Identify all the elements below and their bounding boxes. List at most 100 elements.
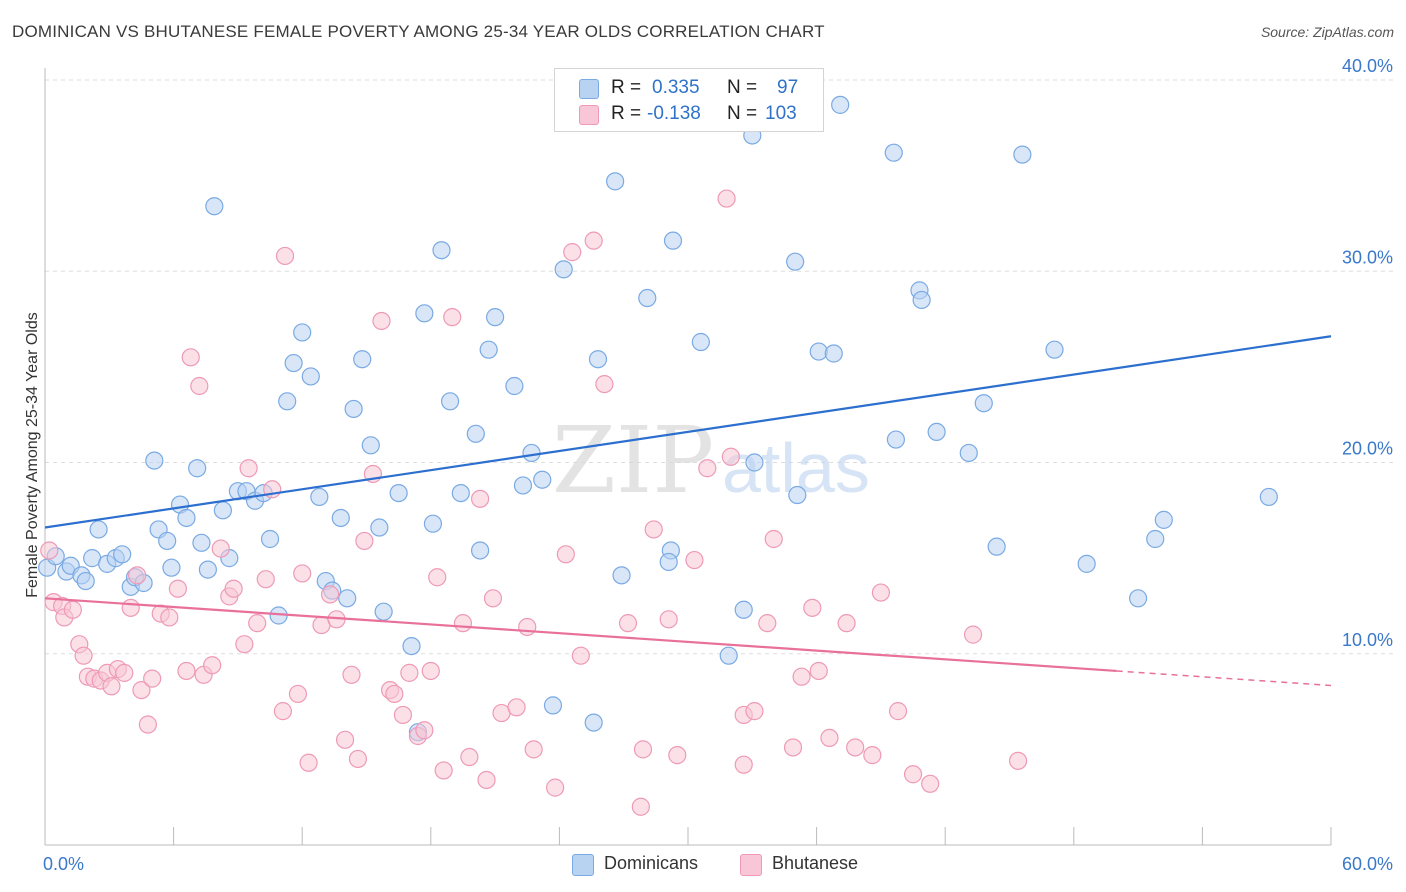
bhutanese-point	[698, 459, 717, 478]
bhutanese-point	[470, 489, 490, 508]
bhutanese-point	[524, 740, 543, 759]
dominicans-point	[505, 376, 524, 396]
dominicans-point	[145, 451, 164, 470]
dominicans-legend-label: Dominicans	[604, 853, 699, 873]
bhutanese-point	[335, 730, 355, 749]
dominicans-point	[479, 340, 498, 359]
dominicans-point	[205, 197, 224, 216]
bhutanese-point	[160, 608, 179, 627]
r-value: -0.138	[647, 103, 701, 124]
bhutanese-point	[571, 646, 590, 665]
legend-row-bhutanese: R = -0.138 N = 103	[555, 101, 823, 127]
dominicans-trend-line	[44, 335, 1332, 529]
bhutanese-point	[421, 661, 440, 681]
dominicans-point	[1259, 487, 1278, 507]
bhutanese-point	[846, 738, 865, 757]
dominicans-point	[1013, 145, 1032, 164]
bhutanese-point	[903, 765, 923, 784]
bhutanese-point	[74, 646, 93, 665]
bhutanese-legend-label: Bhutanese	[772, 853, 859, 873]
dominicans-point	[389, 484, 408, 503]
dominicans-point	[260, 529, 280, 549]
bhutanese-point	[584, 231, 603, 250]
dominicans-point	[554, 260, 573, 279]
bhutanese-point	[355, 531, 374, 551]
bhutanese-point	[293, 564, 312, 583]
dominicans-point	[344, 399, 363, 419]
y-axis-label: Female Poverty Among 25-34 Year Olds	[24, 312, 41, 598]
y-tick-label: 40.0%	[1342, 56, 1393, 76]
bhutanese-trend-extension	[1116, 670, 1332, 687]
r-value: 0.335	[652, 77, 700, 98]
bhutanese-points	[40, 189, 1028, 816]
dominicans-point	[301, 367, 320, 386]
dominicans-point	[466, 424, 485, 443]
bhutanese-point	[837, 614, 856, 633]
bhutanese-point	[460, 747, 479, 767]
dominicans-point	[486, 308, 505, 327]
dominicans-point	[691, 332, 710, 352]
dominicans-point	[423, 514, 443, 533]
dominicans-swatch	[579, 79, 599, 99]
y-tick-label: 30.0%	[1342, 247, 1393, 267]
dominicans-point	[89, 520, 108, 539]
axis-labels: Female Poverty Among 25-34 Year Olds 10.…	[24, 56, 1393, 874]
bhutanese-point	[443, 308, 462, 327]
dominicans-point	[912, 290, 931, 310]
bhutanese-swatch	[579, 105, 599, 125]
bhutanese-point	[631, 797, 650, 816]
dominicans-point	[786, 252, 805, 271]
dominicans-point	[638, 288, 657, 308]
n-value: 97	[777, 77, 799, 98]
dominicans-point	[415, 304, 434, 323]
dominicans-point	[927, 422, 946, 441]
bhutanese-point	[400, 663, 419, 682]
grid-lines	[45, 79, 1393, 655]
dominicans-point	[310, 487, 329, 507]
dominicans-point	[284, 353, 303, 373]
bhutanese-point	[428, 568, 447, 587]
dominicans-point	[402, 636, 421, 656]
dominicans-point	[338, 589, 357, 608]
dominicans-point	[293, 323, 312, 342]
r-label: R =	[611, 103, 642, 124]
bhutanese-point	[372, 311, 391, 331]
dominicans-point	[533, 470, 552, 489]
bhutanese-point	[63, 600, 82, 619]
bhutanese-point	[224, 579, 243, 598]
dominicans-point	[719, 646, 738, 665]
y-tick-label: 20.0%	[1342, 439, 1393, 459]
bhutanese-point	[783, 738, 803, 757]
dominicans-point	[432, 241, 451, 260]
x-tick-label: 60.0%	[1342, 854, 1393, 874]
bhutanese-point	[803, 598, 822, 617]
bhutanese-point	[121, 598, 140, 617]
bhutanese-point	[618, 614, 638, 633]
dominicans-point	[543, 696, 563, 715]
dominicans-point	[659, 552, 678, 572]
bhutanese-point	[190, 376, 209, 396]
dominicans-point	[188, 459, 207, 478]
bhutanese-point	[211, 539, 230, 558]
dominicans-point	[1146, 529, 1165, 549]
correlation-legend: R = 0.335 N = 97 R = -0.138 N = 103	[554, 68, 824, 132]
dominicans-point	[824, 344, 843, 363]
bhutanese-point	[717, 189, 736, 208]
bhutanese-point	[734, 755, 753, 774]
bhutanese-point	[40, 541, 59, 560]
bhutanese-point	[320, 585, 340, 604]
bhutanese-point	[128, 566, 147, 585]
bhutanese-point	[792, 667, 811, 686]
dominicans-point	[974, 394, 993, 413]
dominicans-point	[213, 501, 232, 520]
bhutanese-point	[235, 635, 254, 654]
n-value: 103	[765, 103, 797, 124]
bhutanese-point	[963, 625, 983, 644]
watermark-zip: ZIP	[552, 407, 714, 514]
bhutanese-point	[745, 702, 764, 721]
bhutanese-point	[385, 684, 404, 704]
legend-row-dominicans: R = 0.335 N = 97	[555, 75, 823, 101]
bhutanese-point	[393, 705, 413, 725]
dominicans-legend-swatch	[572, 854, 594, 876]
